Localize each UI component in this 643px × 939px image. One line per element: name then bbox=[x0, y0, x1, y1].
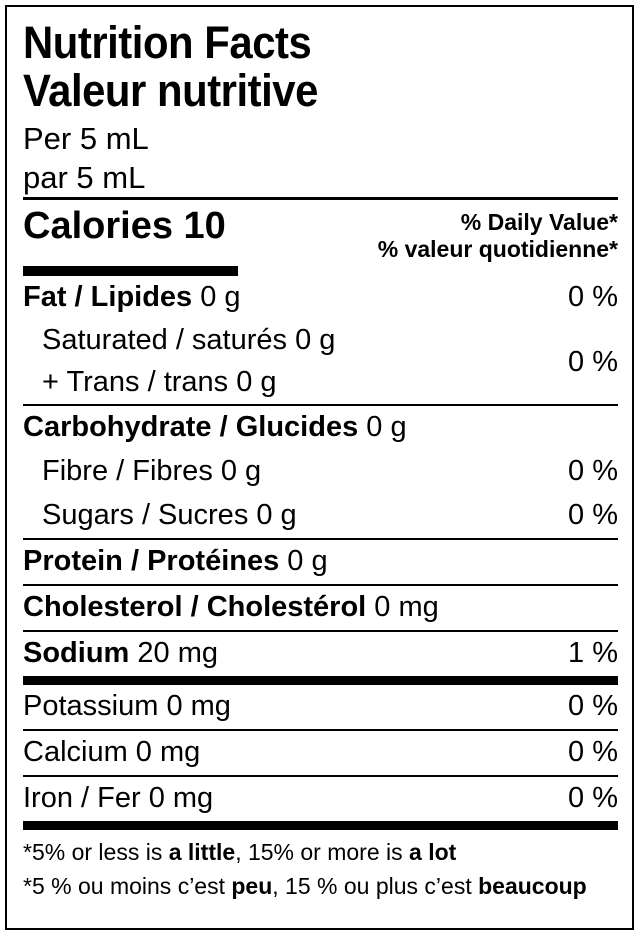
row-sodium-amount: 20 mg bbox=[137, 637, 219, 669]
divider-after-fat bbox=[23, 404, 618, 406]
divider-thick-after-sodium bbox=[23, 676, 618, 685]
footnote-english-part1: *5% or less is bbox=[23, 839, 169, 865]
calories-underline-bar bbox=[23, 266, 238, 276]
row-carbohydrate-amount: 0 g bbox=[366, 411, 407, 443]
row-calcium-dv: 0 % bbox=[568, 736, 618, 768]
row-fat-subgroup-dv: 0 % bbox=[568, 345, 618, 378]
calories-row: Calories 10 % Daily Value* % valeur quot… bbox=[23, 200, 618, 266]
row-potassium-dv: 0 % bbox=[568, 690, 618, 722]
row-sodium: Sodium 20 mg 1 % bbox=[23, 632, 618, 676]
nutrition-facts-label: Nutrition Facts Valeur nutritive Per 5 m… bbox=[5, 5, 634, 930]
row-potassium: Potassium 0 mg 0 % bbox=[23, 685, 618, 729]
row-cholesterol-label: Cholesterol / Cholestérol 0 mg bbox=[23, 592, 608, 623]
row-fat-subgroup-labels: Saturated / saturés 0 g + Trans / trans … bbox=[23, 320, 558, 404]
row-sodium-dv: 1 % bbox=[568, 637, 618, 669]
daily-value-header: % Daily Value* % valeur quotidienne* bbox=[378, 205, 618, 263]
row-sugars-dv: 0 % bbox=[568, 499, 618, 531]
row-sugars: Sugars / Sucres 0 g 0 % bbox=[23, 494, 618, 538]
footnote-french-part2: , 15 % ou plus c’est bbox=[272, 873, 479, 899]
row-fat-label: Fat / Lipides 0 g bbox=[23, 282, 558, 313]
divider-after-carbohydrate bbox=[23, 538, 618, 540]
row-protein: Protein / Protéines 0 g bbox=[23, 540, 618, 584]
footnote-english: *5% or less is a little, 15% or more is … bbox=[23, 830, 618, 867]
divider-after-calcium bbox=[23, 775, 618, 777]
serving-size-french: par 5 mL bbox=[23, 160, 146, 195]
footnote-french-part1: *5 % ou moins c’est bbox=[23, 873, 232, 899]
row-protein-label: Protein / Protéines 0 g bbox=[23, 546, 608, 577]
calories-value: Calories 10 bbox=[23, 205, 226, 247]
title-english: Nutrition Facts bbox=[23, 17, 312, 68]
row-sugars-label: Sugars / Sucres 0 g bbox=[42, 499, 297, 531]
divider-after-potassium bbox=[23, 729, 618, 731]
divider-thick-before-footnote bbox=[23, 821, 618, 830]
row-cholesterol: Cholesterol / Cholestérol 0 mg bbox=[23, 586, 618, 630]
row-fat-subgroup: Saturated / saturés 0 g + Trans / trans … bbox=[23, 320, 618, 404]
label-inner: Nutrition Facts Valeur nutritive Per 5 m… bbox=[7, 7, 632, 928]
row-cholesterol-name: Cholesterol / Cholestérol bbox=[23, 591, 367, 623]
row-protein-amount: 0 g bbox=[287, 545, 328, 577]
row-fibre: Fibre / Fibres 0 g 0 % bbox=[23, 450, 618, 494]
row-sodium-label: Sodium 20 mg bbox=[23, 638, 558, 669]
footnote-french: *5 % ou moins c’est peu, 15 % ou plus c’… bbox=[23, 867, 618, 901]
row-sodium-name: Sodium bbox=[23, 637, 130, 669]
divider-after-serving bbox=[23, 197, 618, 200]
row-iron-dv: 0 % bbox=[568, 782, 618, 814]
footnote-english-bold1: a little bbox=[168, 839, 236, 865]
daily-value-header-french: % valeur quotidienne* bbox=[377, 236, 618, 262]
row-fibre-label: Fibre / Fibres 0 g bbox=[42, 455, 262, 487]
row-fat-amount: 0 g bbox=[200, 281, 241, 313]
row-saturated: Saturated / saturés 0 g bbox=[42, 324, 336, 356]
divider-after-protein bbox=[23, 584, 618, 586]
row-fat-name: Fat / Lipides bbox=[23, 281, 193, 313]
row-fat: Fat / Lipides 0 g 0 % bbox=[23, 276, 618, 320]
row-carbohydrate-name: Carbohydrate / Glucides bbox=[23, 411, 359, 443]
footnote-english-bold2: a lot bbox=[409, 839, 457, 865]
row-fat-dv: 0 % bbox=[568, 281, 618, 313]
row-calcium: Calcium 0 mg 0 % bbox=[23, 731, 618, 775]
row-protein-name: Protein / Protéines bbox=[23, 545, 280, 577]
serving-size-english: Per 5 mL bbox=[23, 121, 149, 156]
row-cholesterol-amount: 0 mg bbox=[374, 591, 439, 623]
title-french: Valeur nutritive bbox=[23, 65, 318, 116]
row-potassium-label: Potassium 0 mg bbox=[23, 690, 231, 722]
divider-after-cholesterol bbox=[23, 630, 618, 632]
daily-value-header-english: % Daily Value* bbox=[460, 209, 618, 235]
row-carbohydrate: Carbohydrate / Glucides 0 g bbox=[23, 406, 618, 450]
footnote-english-part2: , 15% or more is bbox=[235, 839, 410, 865]
row-trans: + Trans / trans 0 g bbox=[42, 366, 277, 398]
row-fibre-dv: 0 % bbox=[568, 455, 618, 487]
row-iron: Iron / Fer 0 mg 0 % bbox=[23, 777, 618, 821]
footnote-french-bold2: beaucoup bbox=[478, 873, 587, 899]
row-iron-label: Iron / Fer 0 mg bbox=[23, 782, 214, 814]
row-calcium-label: Calcium 0 mg bbox=[23, 736, 201, 768]
footnote-french-bold1: peu bbox=[231, 873, 273, 899]
row-carbohydrate-label: Carbohydrate / Glucides 0 g bbox=[23, 412, 608, 443]
